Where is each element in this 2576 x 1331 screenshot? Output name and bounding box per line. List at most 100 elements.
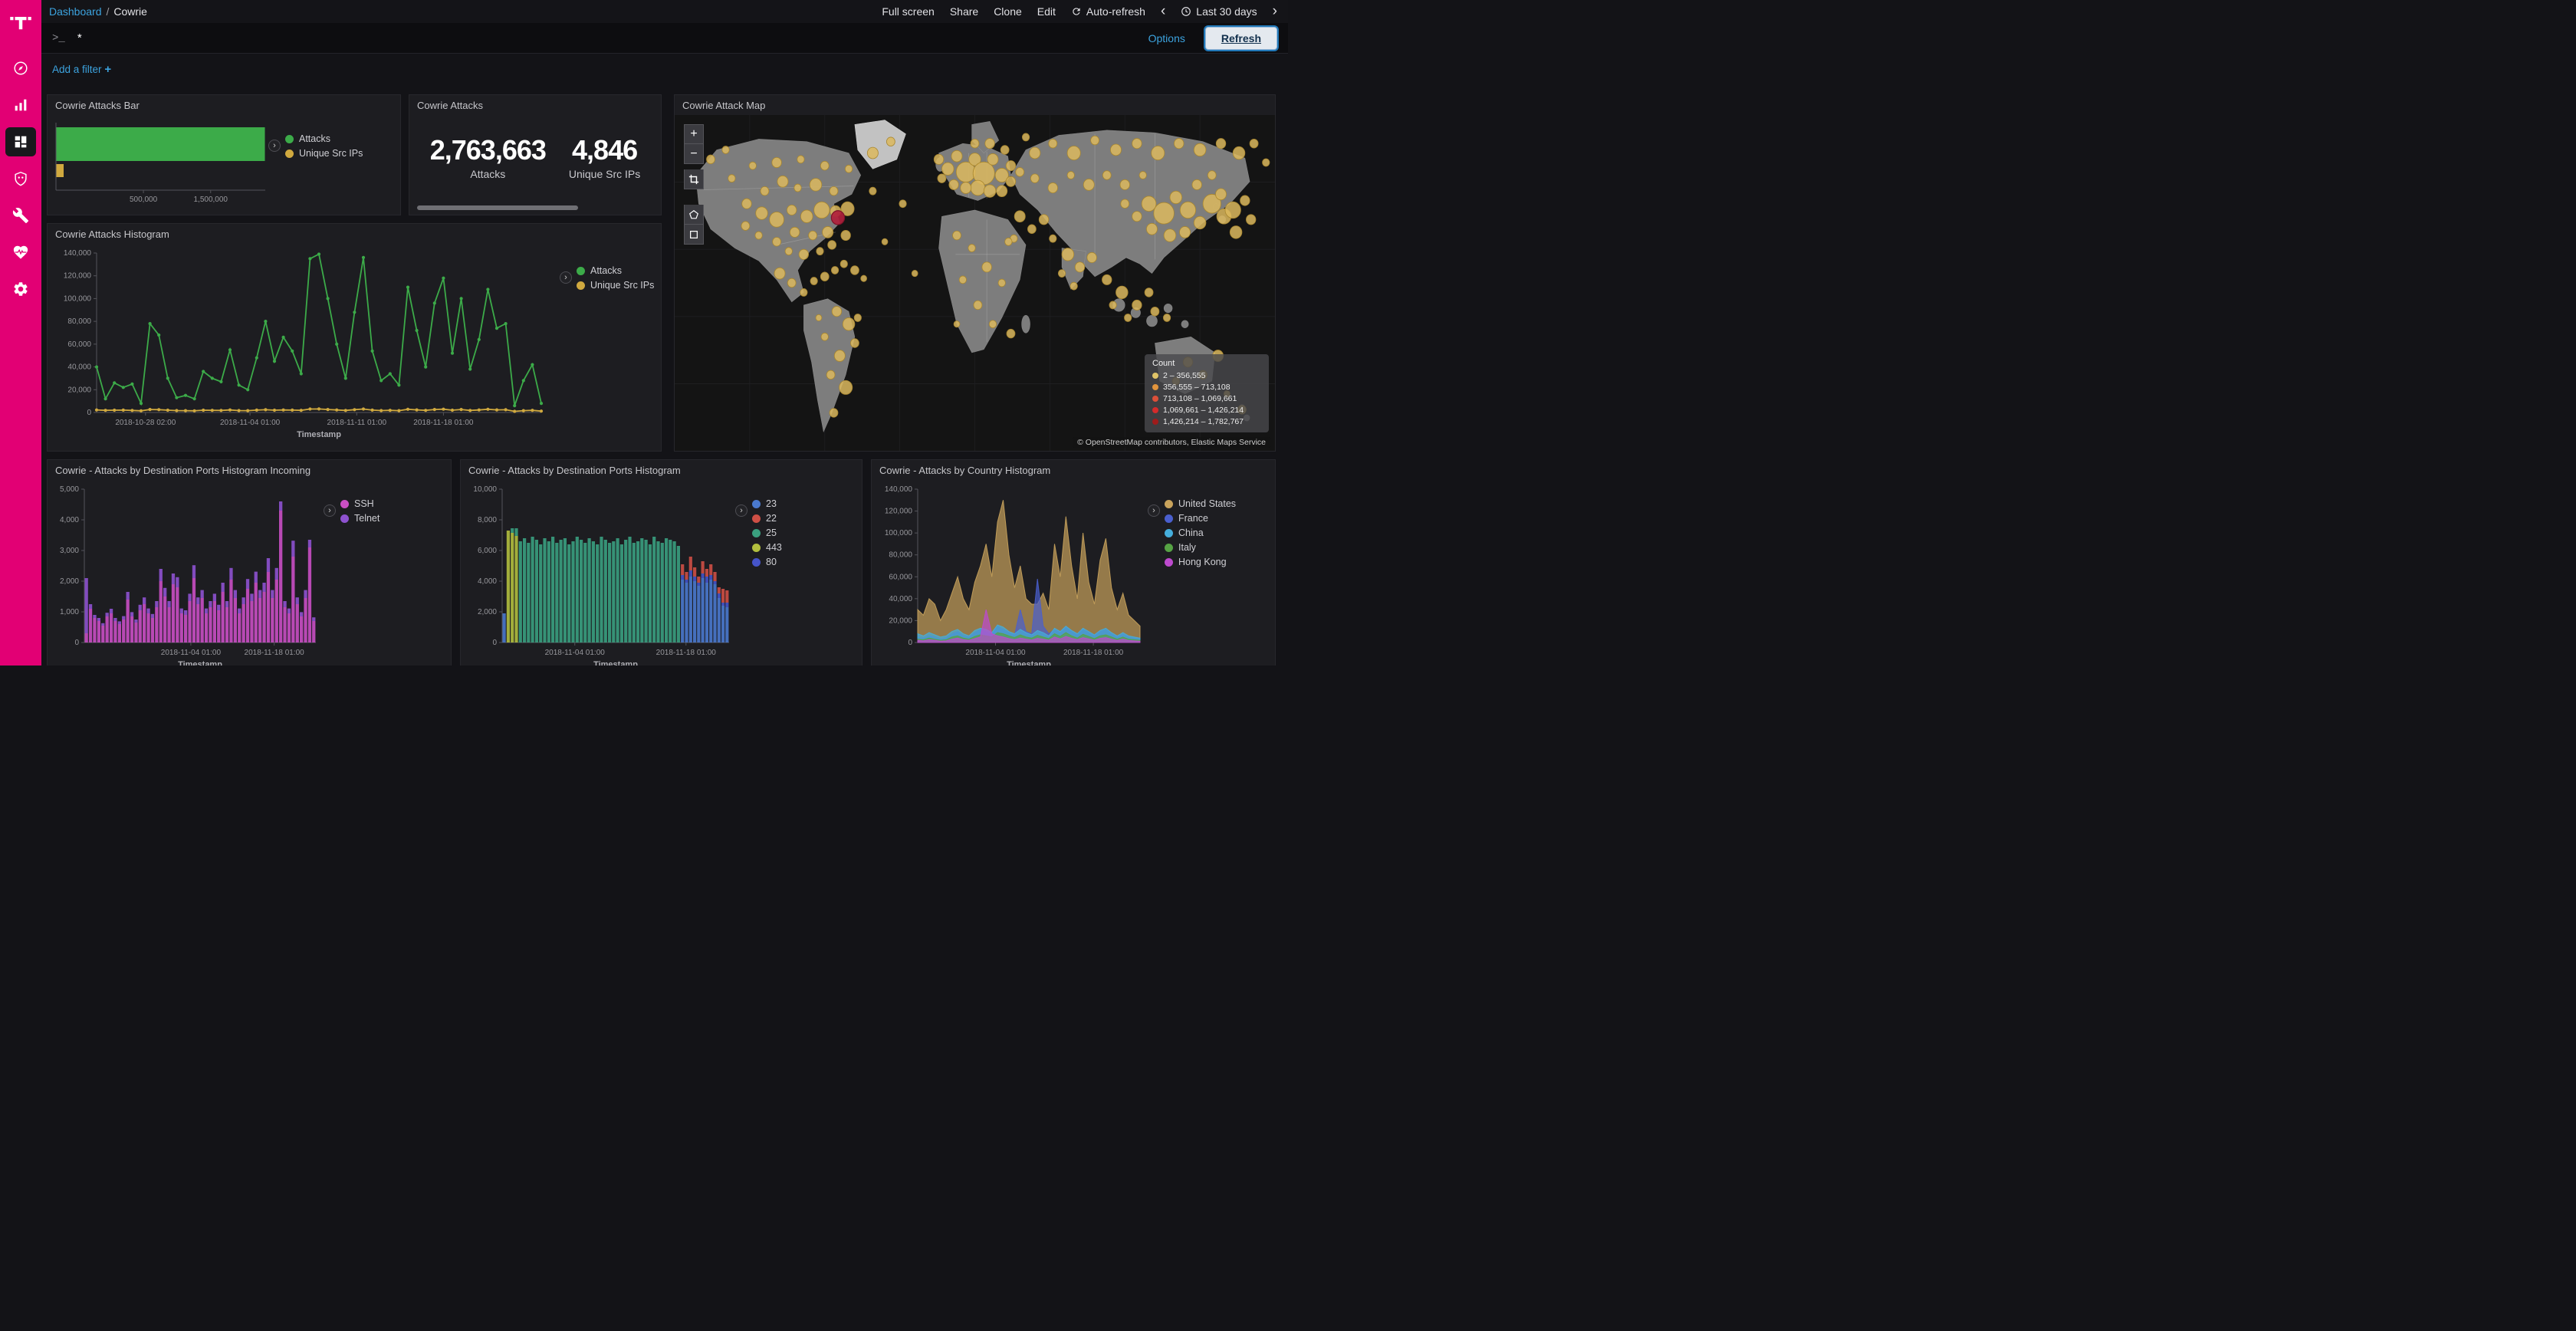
legend-item[interactable]: 22: [752, 513, 782, 524]
svg-text:2018-11-18 01:00: 2018-11-18 01:00: [413, 419, 474, 427]
auto-refresh-button[interactable]: Auto-refresh: [1071, 5, 1145, 18]
map-draw-rectangle-button[interactable]: [684, 225, 704, 245]
map-zoom-in-button[interactable]: +: [684, 124, 704, 144]
metric-horizontal-scrollbar[interactable]: [417, 205, 578, 210]
legend-item[interactable]: Attacks: [285, 133, 363, 144]
sidebar-item-discover[interactable]: [5, 54, 36, 83]
sidebar-nav: [5, 54, 36, 304]
map-controls: + −: [684, 124, 704, 245]
legend-item[interactable]: Telnet: [340, 513, 380, 524]
ports-histogram-chart[interactable]: 0 2,000 4,000 6,000 8,000 10,000 2018-11-04 01…: [464, 483, 734, 666]
attacks-bar-chart[interactable]: 500,000 1,500,000: [55, 117, 271, 210]
legend-item[interactable]: SSH: [340, 498, 380, 509]
map-zoom-out-button[interactable]: −: [684, 144, 704, 164]
time-range-picker[interactable]: Last 30 days: [1181, 5, 1257, 18]
legend-item[interactable]: Hong Kong: [1165, 557, 1236, 567]
legend-toggle-icon[interactable]: ›: [268, 140, 281, 152]
map-legend-item: 356,555 – 713,108: [1152, 383, 1261, 392]
legend: 23 22 25 443 80: [752, 498, 782, 567]
map-legend-item: 2 – 356,555: [1152, 371, 1261, 380]
add-filter-button[interactable]: Add a filter +: [52, 63, 111, 76]
map-draw-polygon-button[interactable]: [684, 205, 704, 225]
t-mobile-logo[interactable]: [8, 8, 34, 34]
panel-title[interactable]: Cowrie - Attacks by Destination Ports Hi…: [55, 465, 311, 476]
legend-item[interactable]: Attacks: [577, 265, 654, 276]
legend-item[interactable]: 80: [752, 557, 782, 567]
legend-swatch-icon: [285, 149, 294, 158]
search-query-input[interactable]: [75, 31, 1148, 45]
legend-item[interactable]: 25: [752, 527, 782, 538]
legend-swatch-icon: [285, 134, 294, 143]
clone-button[interactable]: Clone: [994, 5, 1022, 18]
legend-swatch-icon: [752, 499, 761, 508]
sidebar-item-dashboard[interactable]: [5, 127, 36, 156]
svg-text:1,500,000: 1,500,000: [194, 196, 228, 204]
legend-swatch-icon: [1165, 543, 1173, 552]
panel-title[interactable]: Cowrie Attacks Bar: [55, 100, 140, 111]
sidebar-item-management[interactable]: [5, 274, 36, 304]
legend-item[interactable]: Italy: [1165, 542, 1236, 553]
map-attribution[interactable]: © OpenStreetMap contributors, Elastic Ma…: [1073, 437, 1270, 448]
metric-value: 4,846: [572, 134, 638, 166]
sidebar-item-security[interactable]: [5, 164, 36, 193]
legend-swatch-icon: [340, 514, 349, 523]
panel-title[interactable]: Cowrie - Attacks by Destination Ports Hi…: [468, 465, 681, 476]
breadcrumb-current: Cowrie: [113, 5, 147, 18]
legend-item[interactable]: 443: [752, 542, 782, 553]
legend-label: 23: [766, 498, 777, 509]
legend-toggle-icon[interactable]: ›: [1148, 504, 1160, 517]
wrench-icon: [12, 208, 29, 224]
legend-toggle-icon[interactable]: ›: [324, 504, 336, 517]
time-back-chevron-icon[interactable]: ‹: [1160, 3, 1166, 19]
legend-item[interactable]: China: [1165, 527, 1236, 538]
panel-title[interactable]: Cowrie Attacks Histogram: [55, 228, 169, 240]
panel-title[interactable]: Cowrie Attacks: [417, 100, 483, 111]
attacks-histogram-chart[interactable]: 0 20,000 40,000 60,000 80,000 100,000 120,000 1…: [52, 247, 549, 446]
legend-item[interactable]: Unique Src IPs: [577, 280, 654, 291]
panel-title[interactable]: Cowrie Attack Map: [682, 100, 766, 111]
full-screen-button[interactable]: Full screen: [882, 5, 935, 18]
svg-text:2018-11-18 01:00: 2018-11-18 01:00: [656, 649, 717, 657]
legend-label: 443: [766, 542, 782, 553]
legend-item[interactable]: France: [1165, 513, 1236, 524]
legend-label: Telnet: [354, 513, 380, 524]
country-histogram-chart[interactable]: 0 20,000 40,000 60,000 80,000 100,000 120,000 1…: [875, 483, 1145, 666]
attack-map[interactable]: + − Count: [675, 115, 1275, 451]
query-options-link[interactable]: Options: [1148, 31, 1185, 44]
legend-toggle-icon[interactable]: ›: [560, 271, 572, 284]
sidebar-item-dev-tools[interactable]: [5, 201, 36, 230]
svg-text:1,000: 1,000: [60, 608, 79, 616]
svg-text:40,000: 40,000: [889, 595, 912, 603]
edit-button[interactable]: Edit: [1037, 5, 1056, 18]
svg-text:4,000: 4,000: [60, 516, 79, 524]
gear-icon: [14, 282, 28, 296]
heartbeat-icon: [13, 245, 28, 259]
svg-text:100,000: 100,000: [64, 294, 92, 303]
panel-cowrie-attacks-histogram: Cowrie Attacks Histogram 0 20,000 40,000 60…: [47, 223, 662, 452]
refresh-button[interactable]: Refresh: [1204, 26, 1277, 50]
share-button[interactable]: Share: [949, 5, 979, 18]
legend-label: Hong Kong: [1178, 557, 1227, 567]
legend-label: Italy: [1178, 542, 1196, 553]
legend-item[interactable]: Unique Src IPs: [285, 148, 363, 159]
add-filter-label: Add a filter: [52, 63, 102, 75]
legend-toggle-icon[interactable]: ›: [735, 504, 748, 517]
svg-text:2018-11-04 01:00: 2018-11-04 01:00: [545, 649, 606, 657]
sidebar-item-visualize[interactable]: [5, 90, 36, 120]
ports-incoming-chart[interactable]: 0 1,000 2,000 3,000 4,000 5,000 2018-11-04 01:…: [51, 483, 320, 666]
svg-text:6,000: 6,000: [478, 547, 497, 555]
breadcrumb-dashboard-link[interactable]: Dashboard: [49, 5, 102, 18]
legend-swatch-icon: [340, 499, 349, 508]
svg-text:Timestamp: Timestamp: [297, 430, 341, 439]
legend-swatch-icon: [577, 281, 585, 290]
time-forward-chevron-icon[interactable]: ›: [1272, 3, 1277, 19]
metric-label: Attacks: [470, 168, 506, 180]
legend-item[interactable]: 23: [752, 498, 782, 509]
dashboard-icon: [15, 136, 27, 148]
legend-item[interactable]: United States: [1165, 498, 1236, 509]
legend: Attacks Unique Src IPs: [577, 265, 654, 291]
panel-title[interactable]: Cowrie - Attacks by Country Histogram: [879, 465, 1051, 476]
map-fit-bounds-button[interactable]: [684, 169, 704, 189]
svg-text:4,000: 4,000: [478, 577, 497, 586]
sidebar-item-monitoring[interactable]: [5, 238, 36, 267]
